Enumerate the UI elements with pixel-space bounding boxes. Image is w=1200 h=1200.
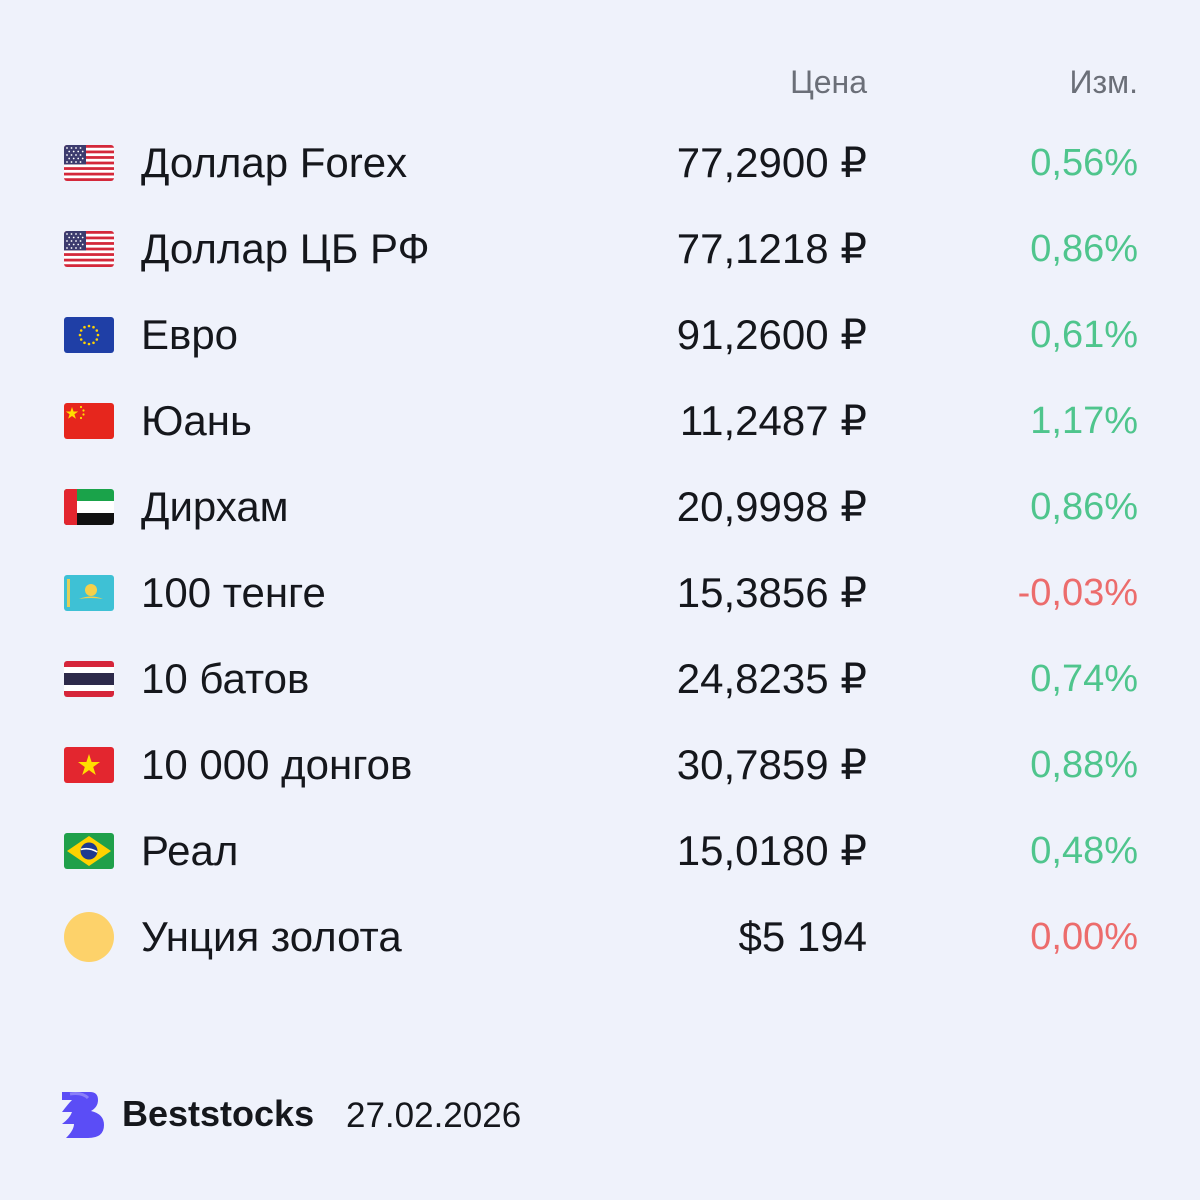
currency-row: Евро 91,2600 ₽ 0,61%: [0, 292, 1200, 378]
ae-flag-icon: [64, 489, 114, 525]
footer: Beststocks 27.02.2026: [60, 1088, 760, 1142]
currency-name: Унция золота: [141, 913, 402, 960]
currency-row: 10 000 донгов 30,7859 ₽ 0,88%: [0, 722, 1200, 808]
currency-price: 30,7859 ₽: [676, 741, 867, 788]
currency-row: Доллар ЦБ РФ 77,1218 ₽ 0,86%: [0, 206, 1200, 292]
eu-flag-icon: [64, 317, 114, 353]
us-flag-icon: [64, 145, 114, 181]
currency-change: 0,00%: [1030, 916, 1138, 958]
currency-name: Дирхам: [141, 483, 289, 530]
gold-coin-icon: [64, 912, 114, 962]
currency-change: 0,56%: [1030, 142, 1138, 184]
br-flag-icon: [64, 833, 114, 869]
th-flag-icon: [64, 661, 114, 697]
currency-change: 0,86%: [1030, 228, 1138, 270]
currency-name: Доллар ЦБ РФ: [141, 225, 430, 272]
currency-change: 1,17%: [1030, 400, 1138, 442]
us-flag-icon: [64, 231, 114, 267]
currency-price: 77,1218 ₽: [676, 225, 867, 272]
currency-change: 0,74%: [1030, 658, 1138, 700]
currency-price: 15,0180 ₽: [676, 827, 867, 874]
currency-price: 11,2487 ₽: [679, 397, 867, 444]
currency-price: 15,3856 ₽: [676, 569, 867, 616]
currency-row: Унция золота $5 194 0,00%: [0, 894, 1200, 980]
report-date: 27.02.2026: [346, 1096, 522, 1135]
table-header: Цена Изм.: [0, 58, 1200, 106]
currency-change: 0,48%: [1030, 830, 1138, 872]
vn-flag-icon: [64, 747, 114, 783]
currency-name: Евро: [141, 311, 239, 358]
currency-row: 100 тенге 15,3856 ₽ -0,03%: [0, 550, 1200, 636]
currency-name: 10 000 донгов: [141, 741, 413, 788]
currency-price: 91,2600 ₽: [676, 311, 867, 358]
currency-change: -0,03%: [1017, 572, 1138, 614]
kz-flag-icon: [64, 575, 114, 611]
currency-name: 100 тенге: [141, 569, 326, 616]
currency-name: Доллар Forex: [141, 139, 408, 186]
currency-change: 0,88%: [1030, 744, 1138, 786]
currency-change: 0,61%: [1030, 314, 1138, 356]
currency-row: Реал 15,0180 ₽ 0,48%: [0, 808, 1200, 894]
currency-price: 20,9998 ₽: [676, 483, 867, 530]
currency-price: $5 194: [738, 913, 867, 960]
currency-row: Юань 11,2487 ₽ 1,17%: [0, 378, 1200, 464]
beststocks-logo-icon: [60, 1090, 106, 1140]
change-column-header: Изм.: [1069, 64, 1138, 100]
currency-row: Доллар Forex 77,2900 ₽ 0,56%: [0, 120, 1200, 206]
brand-name: Beststocks: [122, 1093, 315, 1134]
currency-list: Доллар Forex 77,2900 ₽ 0,56%: [0, 120, 1200, 980]
currency-price: 24,8235 ₽: [676, 655, 867, 702]
cn-flag-icon: [64, 403, 114, 439]
currency-row: Дирхам 20,9998 ₽ 0,86%: [0, 464, 1200, 550]
currency-name: Реал: [141, 827, 239, 874]
currency-row: 10 батов 24,8235 ₽ 0,74%: [0, 636, 1200, 722]
price-column-header: Цена: [790, 64, 867, 100]
currency-name: 10 батов: [141, 655, 310, 702]
currency-price: 77,2900 ₽: [676, 139, 867, 186]
currency-name: Юань: [141, 397, 252, 444]
currency-change: 0,86%: [1030, 486, 1138, 528]
